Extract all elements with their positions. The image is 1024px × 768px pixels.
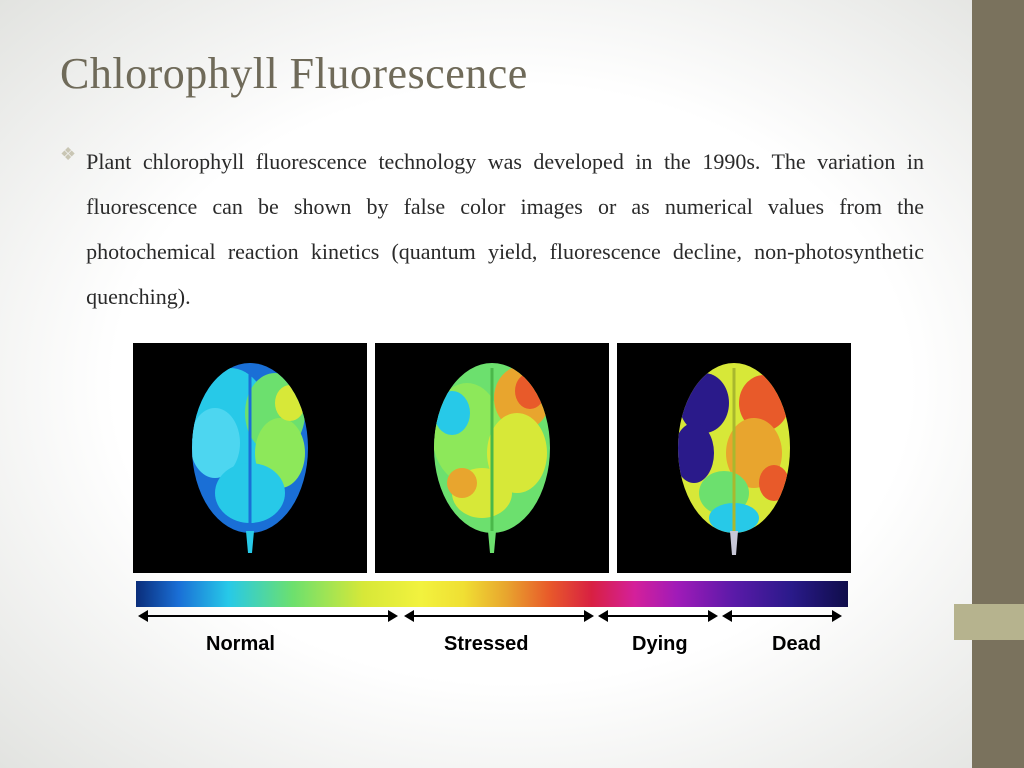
leaf-panel-stressed <box>375 343 609 573</box>
leaf-panel-normal <box>133 343 367 573</box>
figure-panel: Normal Stressed Dying Dead <box>112 343 872 659</box>
body-paragraph: Plant chlorophyll fluorescence technolog… <box>86 139 924 319</box>
sidebar-accent <box>954 604 1024 640</box>
slide-title: Chlorophyll Fluorescence <box>60 48 924 99</box>
label-normal: Normal <box>206 633 275 656</box>
bullet-item: ❖ Plant chlorophyll fluorescence technol… <box>60 139 924 319</box>
leaves-row <box>112 343 872 573</box>
label-dying: Dying <box>632 633 688 656</box>
range-arrow-stressed <box>414 615 584 617</box>
range-arrow-normal <box>148 615 388 617</box>
range-arrow-dying <box>608 615 708 617</box>
color-spectrum-bar <box>136 581 848 607</box>
labels-row: Normal Stressed Dying Dead <box>136 633 848 659</box>
leaf-dying-icon <box>664 353 804 563</box>
arrows-row <box>136 613 848 631</box>
leaf-stressed-icon <box>422 353 562 563</box>
slide-content: Chlorophyll Fluorescence ❖ Plant chlorop… <box>0 0 1024 659</box>
leaf-normal-icon <box>180 353 320 563</box>
leaf-panel-dying <box>617 343 851 573</box>
diamond-bullet-icon: ❖ <box>60 144 76 165</box>
label-stressed: Stressed <box>444 633 529 656</box>
label-dead: Dead <box>772 633 821 656</box>
range-arrow-dead <box>732 615 832 617</box>
sidebar-band <box>972 0 1024 768</box>
